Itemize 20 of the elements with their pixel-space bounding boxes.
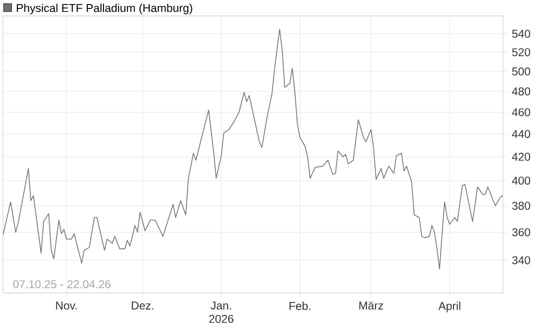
y-tick-label: 500 <box>512 67 530 76</box>
x-tick-label: Dez. <box>132 302 154 310</box>
y-tick-label: 520 <box>512 48 530 56</box>
x-tick-label: März <box>359 302 384 310</box>
line-series <box>3 28 503 270</box>
y-tick-label: 360 <box>512 228 530 236</box>
legend-label: Physical ETF Palladium (Hamburg) <box>16 4 192 14</box>
y-tick-label: 380 <box>512 202 530 210</box>
y-tick-label: 540 <box>512 30 530 38</box>
x-tick-label: Jan. 2026 <box>209 302 234 323</box>
y-tick-label: 400 <box>512 176 530 185</box>
x-tick-label: April <box>438 302 460 312</box>
y-tick-label: 480 <box>512 87 530 96</box>
annotation: 07.10.25 - 22.04.26 <box>13 280 111 288</box>
y-tick-label: 340 <box>512 256 530 264</box>
x-tick-label: Nov. <box>56 302 77 310</box>
y-tick-label: 460 <box>512 108 530 116</box>
x-tick-label: Feb. <box>290 302 310 310</box>
y-tick-label: 420 <box>512 152 530 161</box>
y-tick-label: 440 <box>512 130 530 138</box>
